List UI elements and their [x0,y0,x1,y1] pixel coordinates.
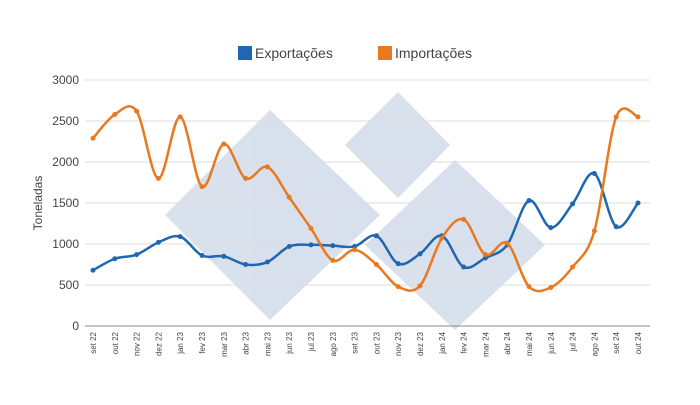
point [221,141,227,147]
x-tick-label: fev 23 [198,331,207,353]
x-tick-label: jul 23 [307,331,316,352]
point [155,175,161,181]
legend-swatch [378,46,392,60]
point [482,252,488,258]
point [243,175,249,181]
y-tick-label: 2500 [52,114,79,128]
y-tick-label: 500 [59,278,79,292]
point [308,242,314,248]
x-tick-label: ago 24 [590,331,599,356]
point [613,224,619,230]
point [461,216,467,222]
x-tick-label: set 23 [351,331,360,353]
point [352,247,358,253]
x-tick-label: dez 22 [154,331,163,356]
point [570,201,576,207]
legend-label: Importações [395,45,472,61]
point [548,225,554,231]
x-tick-label: mar 23 [220,331,229,356]
x-tick-label: dez 23 [416,331,425,356]
point [286,243,292,249]
point [134,108,140,114]
y-tick-label: 3000 [52,73,79,87]
x-tick-label: ago 23 [329,331,338,356]
point [635,200,641,206]
x-tick-label: jul 24 [569,331,578,352]
y-tick-label: 1000 [52,237,79,251]
watermark-diamond [165,110,380,320]
x-tick-label: mar 24 [481,331,490,356]
y-tick-label: 2000 [52,155,79,169]
point [395,284,401,290]
point [90,135,96,141]
point [395,261,401,267]
x-tick-label: mai 24 [525,331,534,356]
x-tick-label: set 22 [89,331,98,353]
x-tick-label: nov 22 [133,331,142,356]
x-tick-label: jan 24 [438,331,447,354]
y-axis-label: Toneladas [31,176,45,231]
x-tick-label: nov 23 [394,331,403,356]
x-tick-label: out 22 [111,331,120,354]
point [373,233,379,239]
point [112,111,118,117]
watermark [165,92,545,330]
x-tick-label: abr 24 [503,331,512,354]
watermark-diamond [345,92,450,198]
point [591,170,597,176]
point [570,264,576,270]
point [177,234,183,240]
point [330,243,336,249]
point [308,225,314,231]
x-tick-label: out 24 [634,331,643,354]
point [548,284,554,290]
point [155,239,161,245]
x-tick-label: jun 23 [285,331,294,354]
x-tick-label: jan 23 [176,331,185,354]
point [439,235,445,241]
point [373,262,379,267]
x-tick-label: set 24 [612,331,621,353]
point [90,267,96,273]
point [177,114,183,120]
point [112,256,118,262]
point [635,114,641,120]
point [330,257,336,263]
x-tick-label: jun 24 [547,331,556,354]
legend-swatch [238,46,252,60]
x-tick-label: abr 23 [242,331,251,354]
point [199,184,205,190]
x-tick-label: out 23 [372,331,381,354]
point [243,262,249,267]
point [461,264,467,270]
point [613,114,619,120]
point [286,194,292,200]
point [417,283,423,289]
point [526,284,532,290]
point [504,240,510,246]
legend-label: Exportações [255,45,333,61]
point [417,251,423,257]
x-tick-label: fev 24 [460,331,469,353]
point [264,259,270,265]
point [221,253,227,259]
point [264,164,270,170]
y-tick-label: 0 [72,319,79,333]
point [591,228,597,234]
point [199,252,205,258]
point [134,252,140,258]
point [526,198,532,204]
y-tick-label: 1500 [52,196,79,210]
x-tick-label: mai 23 [263,331,272,356]
